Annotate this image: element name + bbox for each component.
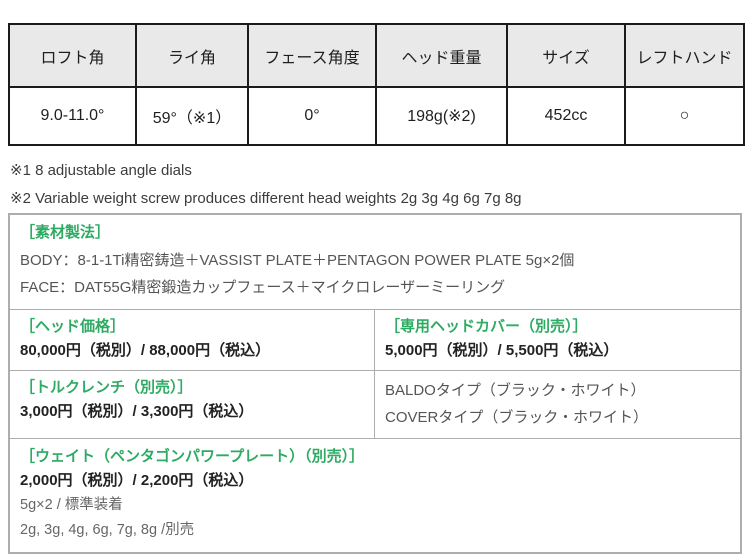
- materials-body-line: BODY：8-1-1Ti精密鋳造＋VASSIST PLATE＋PENTAGON …: [20, 252, 575, 269]
- section-title-head-price: ［ヘッド価格］: [20, 318, 126, 335]
- detail-box: ［素材製法］ BODY：8-1-1Ti精密鋳造＋VASSIST PLATE＋PE…: [8, 213, 742, 554]
- spec-table-header-row: ロフト角 ライ角 フェース角度 ヘッド重量 サイズ レフトハンド: [8, 23, 745, 88]
- value-left-hand: ○: [624, 86, 745, 146]
- footnote-1: ※1 8 adjustable angle dials: [10, 162, 192, 179]
- section-torque-wrench: ［トルクレンチ（別売）］ 3,000円（税別）/ 3,300円（税込）: [10, 371, 375, 438]
- col-header-left-hand: レフトハンド: [624, 23, 745, 88]
- value-head-weight: 198g(※2): [375, 86, 508, 146]
- section-head-cover: ［専用ヘッドカバー（別売）］ 5,000円（税別）/ 5,500円（税込）: [375, 310, 740, 371]
- col-header-face-angle: フェース角度: [247, 23, 377, 88]
- weight-optional-line: 2g, 3g, 4g, 6g, 7g, 8g /別売: [20, 522, 195, 538]
- col-header-lie-angle: ライ角: [135, 23, 249, 88]
- head-price-value: 80,000円（税別）/ 88,000円（税込）: [20, 342, 271, 359]
- value-lie-angle: 59°（※1）: [135, 86, 249, 146]
- section-weight: ［ウェイト（ペンタゴンパワープレート）（別売）］ 2,000円（税別）/ 2,2…: [10, 438, 740, 552]
- spec-table: ロフト角 ライ角 フェース角度 ヘッド重量 サイズ レフトハンド 9.0-11.…: [8, 23, 745, 146]
- section-cover-types: BALDOタイプ（ブラック・ホワイト） COVERタイプ（ブラック・ホワイト）: [375, 371, 740, 438]
- col-header-loft-angle: ロフト角: [8, 23, 137, 88]
- spec-sheet-page: ロフト角 ライ角 フェース角度 ヘッド重量 サイズ レフトハンド 9.0-11.…: [8, 23, 745, 554]
- section-title-weight: ［ウェイト（ペンタゴンパワープレート）（別売）］: [20, 448, 365, 465]
- section-materials: ［素材製法］ BODY：8-1-1Ti精密鋳造＋VASSIST PLATE＋PE…: [10, 215, 740, 310]
- weight-standard-line: 5g×2 / 標準装着: [20, 497, 123, 513]
- value-loft-angle: 9.0-11.0°: [8, 86, 137, 146]
- value-face-angle: 0°: [247, 86, 377, 146]
- col-header-size: サイズ: [506, 23, 626, 88]
- footnote-2: ※2 Variable weight screw produces differ…: [10, 190, 522, 207]
- value-size: 452cc: [506, 86, 626, 146]
- weight-price-value: 2,000円（税別）/ 2,200円（税込）: [20, 472, 254, 489]
- spec-table-value-row: 9.0-11.0° 59°（※1） 0° 198g(※2) 452cc ○: [8, 86, 745, 146]
- col-header-head-weight: ヘッド重量: [375, 23, 508, 88]
- section-title-torque-wrench: ［トルクレンチ（別売）］: [20, 379, 193, 396]
- head-cover-price-value: 5,000円（税別）/ 5,500円（税込）: [385, 342, 619, 359]
- section-head-price: ［ヘッド価格］ 80,000円（税別）/ 88,000円（税込）: [10, 310, 375, 371]
- cover-type-baldo: BALDOタイプ（ブラック・ホワイト）: [385, 382, 646, 399]
- price-grid: ［ヘッド価格］ 80,000円（税別）/ 88,000円（税込） ［専用ヘッドカ…: [10, 310, 740, 438]
- cover-type-cover: COVERタイプ（ブラック・ホワイト）: [385, 409, 649, 426]
- section-title-head-cover: ［専用ヘッドカバー（別売）］: [385, 318, 588, 335]
- section-title-materials: ［素材製法］: [20, 224, 111, 241]
- torque-wrench-price-value: 3,000円（税別）/ 3,300円（税込）: [20, 403, 254, 420]
- materials-face-line: FACE：DAT55G精密鍛造カップフェース＋マイクロレーザーミーリング: [20, 279, 506, 296]
